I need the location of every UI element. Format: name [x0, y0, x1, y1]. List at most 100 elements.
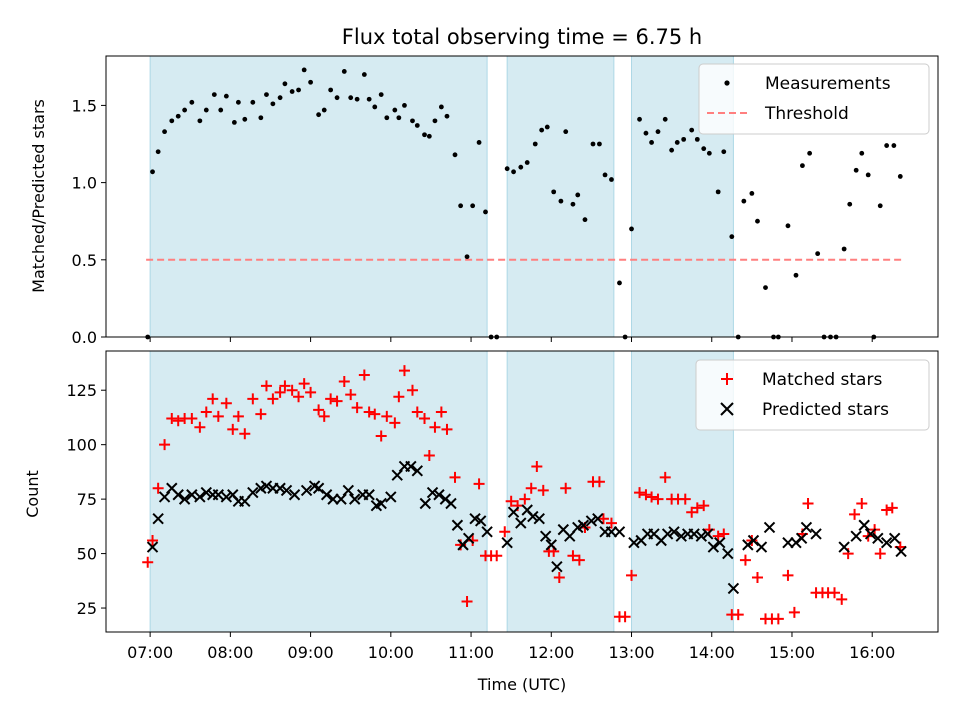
measurement-point: [270, 101, 276, 107]
top-legend-box: [698, 63, 930, 135]
measurement-point: [674, 140, 680, 145]
predicted-star-point: [411, 465, 424, 477]
matched-star-point: [142, 556, 154, 568]
predicted-star-point: [545, 539, 557, 551]
predicted-star-point: [539, 530, 552, 542]
matched-star-point: [881, 504, 893, 516]
measurement-point: [877, 203, 883, 209]
measurement-point: [669, 147, 675, 153]
legend-measurements-marker: [724, 80, 730, 86]
matched-star-point: [686, 506, 698, 518]
top-chart-title: Flux total observing time = 6.75 h: [342, 25, 702, 49]
bottom-legend-box: [695, 359, 930, 431]
matched-star-point: [505, 495, 517, 507]
matched-star-point: [537, 484, 549, 496]
predicted-star-point: [838, 541, 850, 553]
matched-star-point: [212, 410, 224, 422]
measurement-point: [609, 177, 614, 182]
matched-star-point: [200, 406, 212, 418]
measurement-point: [296, 87, 301, 93]
matched-star-point: [626, 569, 638, 581]
legend-threshold-label: Threshold: [764, 104, 849, 124]
matched-star-point: [305, 386, 317, 398]
top-y-tick-label: 1.5: [72, 96, 97, 115]
bottom-y-tick-label: 125: [66, 381, 97, 400]
matched-star-point: [519, 493, 531, 505]
matched-star-point: [325, 393, 337, 405]
predicted-star-point: [695, 530, 708, 542]
measurement-point: [859, 150, 865, 156]
predicted-star-point: [577, 519, 590, 531]
matched-star-point: [389, 417, 401, 429]
measurement-point: [582, 217, 588, 223]
predicted-star-point: [445, 497, 457, 510]
measurement-point: [755, 218, 760, 224]
matched-star-point: [593, 476, 605, 488]
matched-star-point: [829, 587, 841, 599]
predicted-star-point: [474, 515, 487, 527]
top-y-tick-label: 0.0: [72, 328, 97, 347]
predicted-star-point: [335, 493, 347, 505]
matched-star-point: [194, 421, 206, 433]
bottom-y-tick-label: 75: [77, 490, 97, 509]
predicted-star-point: [864, 528, 877, 540]
matched-star-point: [597, 513, 609, 525]
top-y-axis-label: Matched/Predicted stars: [29, 99, 48, 293]
measurement-point: [785, 223, 791, 229]
matched-star-point: [227, 423, 239, 435]
measurement-point: [617, 280, 622, 286]
measurement-point: [218, 107, 224, 113]
legend-measurements-label: Measurements: [765, 74, 891, 94]
matched-star-point: [152, 482, 164, 494]
predicted-star-point: [152, 513, 164, 525]
predicted-star-point: [426, 486, 439, 499]
predicted-star-point: [527, 510, 539, 523]
measurement-point: [701, 146, 707, 152]
predicted-star-point: [178, 493, 191, 505]
matched-star-point: [467, 535, 479, 547]
measurement-point: [316, 112, 322, 118]
measurement-point: [602, 172, 608, 178]
measurement-point: [384, 115, 390, 121]
measurement-point: [721, 149, 727, 155]
predicted-star-point: [895, 545, 907, 558]
bottom-x-tick-label: 10:00: [368, 643, 414, 662]
measurement-point: [597, 141, 602, 147]
predicted-star-point: [239, 495, 251, 508]
bottom-x-tick-label: 07:00: [127, 643, 173, 662]
matched-star-point: [646, 491, 658, 503]
predicted-star-point: [872, 532, 884, 545]
matched-star-point: [260, 380, 272, 392]
matched-star-point: [232, 410, 244, 422]
predicted-star-point: [858, 519, 870, 531]
predicted-star-point: [247, 486, 259, 499]
matched-star-point: [553, 572, 565, 584]
predicted-star-point: [405, 460, 417, 473]
bottom-y-tick-label: 25: [77, 599, 97, 618]
matched-star-point: [318, 410, 330, 422]
matched-star-point: [732, 609, 744, 621]
predicted-star-point: [763, 521, 776, 534]
predicted-star-point: [300, 484, 313, 497]
predicted-star-point: [158, 491, 171, 503]
predicted-star-point: [707, 541, 720, 553]
measurement-point: [511, 169, 516, 175]
matched-star-point: [207, 393, 219, 405]
measurement-point: [637, 116, 642, 122]
matched-star-point: [698, 500, 710, 512]
matched-star-point: [788, 606, 800, 618]
matched-star-point: [172, 415, 184, 427]
measurement-point: [470, 203, 476, 209]
matched-star-point: [886, 502, 898, 514]
matched-star-point: [375, 430, 387, 442]
matched-star-point: [398, 365, 410, 377]
matched-star-point: [293, 391, 305, 403]
matched-star-point: [499, 526, 511, 538]
measurement-point: [706, 150, 712, 156]
predicted-star-point: [391, 469, 403, 481]
bottom-predicted-points: [146, 460, 907, 595]
bottom-x-tick-label: 09:00: [288, 643, 334, 662]
matched-star-point: [619, 611, 631, 623]
measurement-point: [378, 92, 384, 97]
measurement-point: [250, 99, 256, 105]
